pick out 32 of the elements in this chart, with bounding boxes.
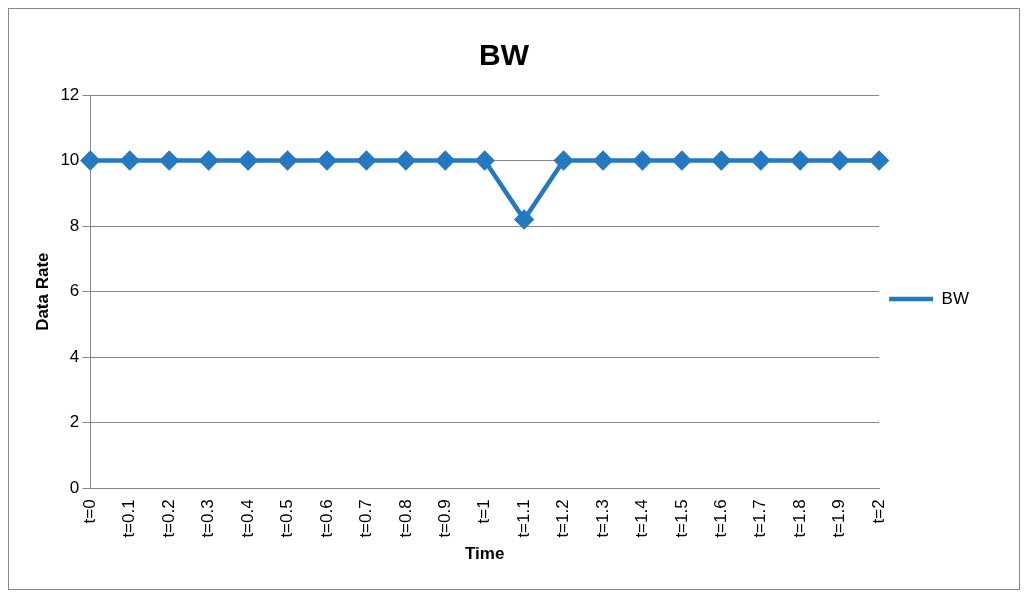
x-tick-label: t=0.9 <box>434 499 454 538</box>
y-tick-label: 10 <box>60 150 80 170</box>
x-tick-label: t=1.9 <box>829 499 849 538</box>
legend-label: BW <box>941 288 970 308</box>
x-tick-label: t=1.2 <box>553 499 573 538</box>
x-tick-label: t=1 <box>474 499 494 524</box>
x-tick-label: t=1.3 <box>592 499 612 538</box>
x-tick-label: t=0.8 <box>395 499 415 538</box>
y-axis-title: Data Rate <box>32 252 52 331</box>
x-tick-label: t=0 <box>80 499 99 524</box>
x-tick-label: t=0.3 <box>198 499 218 538</box>
chart-title: BW <box>479 38 530 72</box>
x-tick-label: t=0.6 <box>316 499 336 538</box>
y-tick-label: 0 <box>69 478 80 497</box>
x-tick-label: t=0.5 <box>277 499 297 538</box>
x-tick-label: t=1.4 <box>632 499 652 538</box>
x-tick-label: t=1.6 <box>711 499 731 538</box>
y-tick-label: 6 <box>69 281 80 301</box>
x-tick-label: t=1.5 <box>671 499 691 538</box>
y-tick-label: 4 <box>69 346 80 366</box>
x-tick-label: t=0.7 <box>356 499 376 538</box>
x-tick-label: t=2 <box>868 499 888 524</box>
y-tick-label: 12 <box>60 84 80 104</box>
x-tick-label: t=1.1 <box>513 499 533 538</box>
x-tick-label: t=0.4 <box>237 499 257 538</box>
x-tick-label: t=0.2 <box>158 499 178 538</box>
x-axis-title: Time <box>465 544 505 564</box>
x-tick-label: t=1.7 <box>750 499 770 538</box>
x-tick-label: t=0.1 <box>119 499 139 538</box>
y-tick-label: 2 <box>69 412 80 432</box>
x-tick-label: t=1.8 <box>789 499 809 538</box>
y-tick-label: 8 <box>69 215 80 235</box>
